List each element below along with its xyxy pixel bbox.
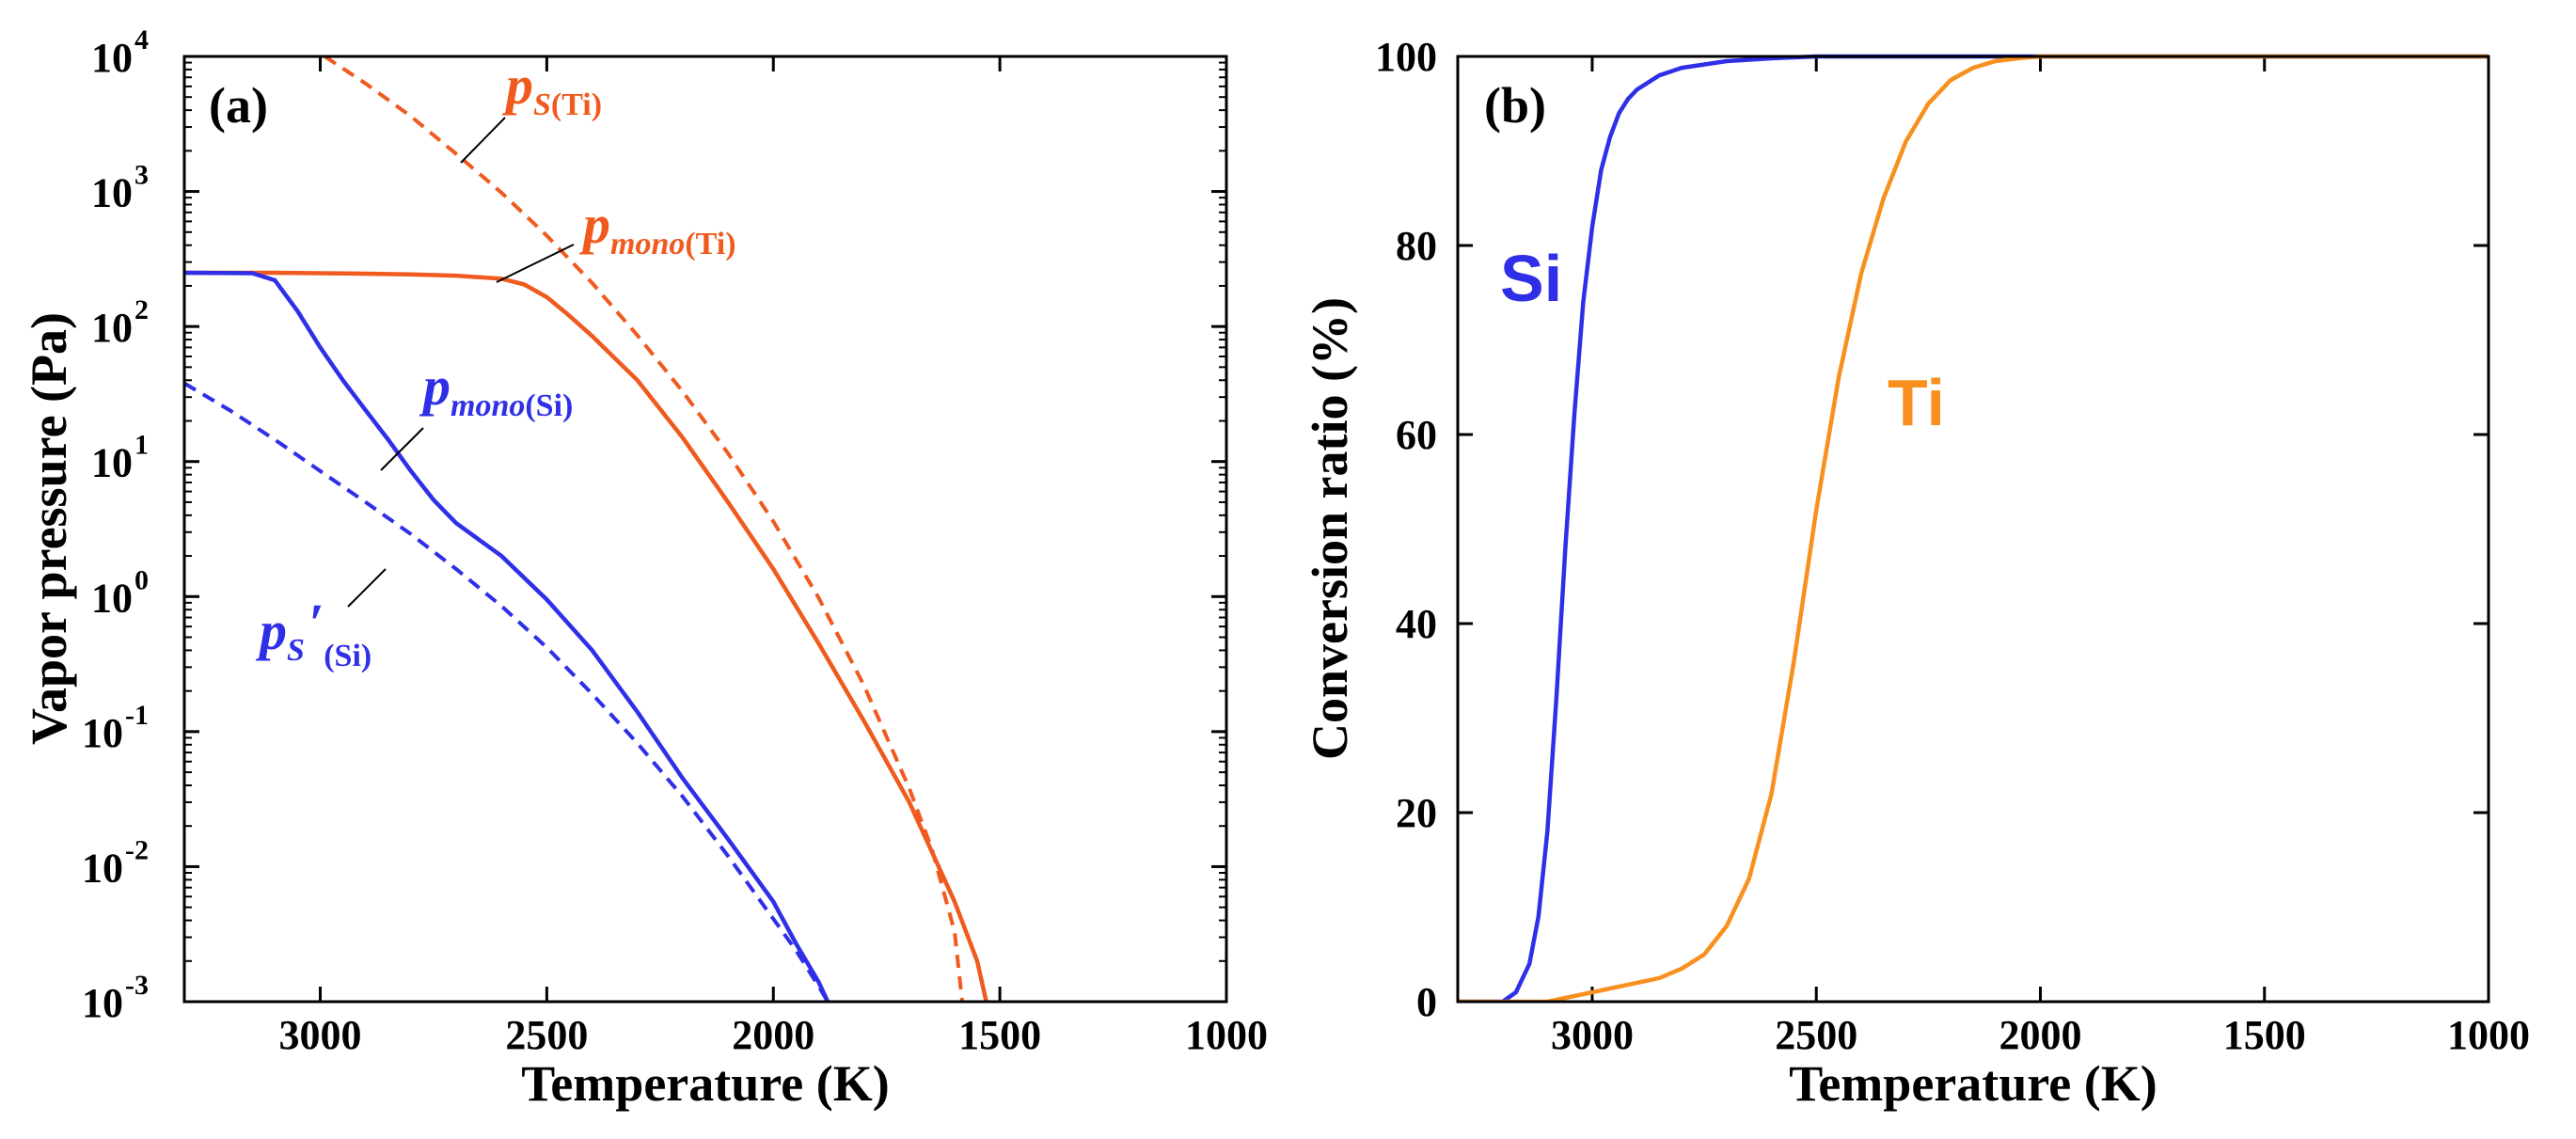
ps-prime-si-leader — [347, 568, 387, 608]
series-si-conversion — [1458, 54, 2489, 1002]
series-psti — [324, 56, 965, 1002]
panel-b-xtick-label: 1500 — [2223, 1012, 2306, 1058]
series-ti-conversion — [1458, 54, 2489, 1002]
ps-ti-leader — [460, 117, 506, 164]
panel-b-ytick-label: 0 — [1416, 979, 1437, 1025]
pmono-ti-annotation: pmono(Ti) — [578, 194, 736, 261]
panel-a-ytick-label: 10-3 — [82, 970, 149, 1026]
panel-a-curves — [184, 56, 988, 1002]
panel-a-ytick-label: 101 — [91, 430, 149, 486]
panel-a-xtick-label: 2500 — [505, 1012, 588, 1058]
panel-b-ytick-label: 60 — [1396, 412, 1437, 458]
panel-b-label: (b) — [1484, 77, 1546, 134]
panel-a-xtick-label: 2000 — [732, 1012, 814, 1058]
panel-a-xtick-label: 1500 — [958, 1012, 1041, 1058]
panel-b-ytick-label: 100 — [1375, 34, 1437, 80]
panel-a-ytick-label: 10-2 — [82, 834, 149, 891]
panel-b-ylabel: Conversion ratio (%) — [1302, 297, 1358, 760]
panel-a-annotations: pS(Ti) pmono(Ti) pmono(Si) pS′(Si) — [255, 55, 736, 673]
pmono-si-annotation: pmono(Si) — [419, 356, 573, 423]
panel-a-frame — [182, 55, 1228, 1004]
ps-prime-si-annotation: pS′(Si) — [255, 593, 371, 673]
ps-ti-annotation: pS(Ti) — [501, 55, 602, 122]
panel-b-conversion-ratio: 3000 2500 2000 1500 1000 0 20 40 60 80 100 (b) Tem… — [1302, 34, 2530, 1112]
panel-b-xtick-label: 2000 — [1999, 1012, 2081, 1058]
panel-b-xtick-label: 2500 — [1775, 1012, 1857, 1058]
series-pmonosi — [184, 270, 830, 1002]
series-label-si: Si — [1500, 242, 1562, 315]
panel-b-xtick-label: 1000 — [2447, 1012, 2530, 1058]
panel-a-ytick-label: 103 — [91, 160, 149, 216]
panel-a-ytick-label: 102 — [91, 294, 149, 351]
panel-b-frame — [1456, 55, 2490, 1004]
pmono-ti-leader — [496, 244, 575, 283]
panel-b-ytick-label: 40 — [1396, 601, 1437, 647]
panel-a-xlabel: Temperature (K) — [521, 1055, 889, 1112]
panel-a-ytick-label: 10-1 — [82, 700, 149, 756]
panel-b-xlabel: Temperature (K) — [1789, 1055, 2157, 1112]
panel-b-xtick-label: 3000 — [1551, 1012, 1634, 1058]
panel-b-ytick-label: 20 — [1396, 790, 1437, 836]
panel-a-ytick-label: 104 — [91, 24, 149, 81]
panel-a-vapor-pressure: 3000 2500 2000 1500 1000 10-3 10-2 10-1 100 101 10… — [21, 24, 1268, 1112]
series-pssi — [184, 381, 830, 1002]
panel-b-series-labels: Si Ti — [1500, 242, 1945, 439]
panel-a-xtick-label: 1000 — [1185, 1012, 1268, 1058]
panel-a-ticks: 3000 2500 2000 1500 1000 10-3 10-2 10-1 100 101 10… — [82, 24, 1268, 1058]
series-label-ti: Ti — [1888, 366, 1945, 439]
panel-b-ticks: 3000 2500 2000 1500 1000 0 20 40 60 80 100 — [1375, 34, 2530, 1058]
pmono-si-leader — [380, 427, 424, 471]
panel-a-ytick-label: 100 — [91, 564, 149, 621]
panel-b-curves — [1458, 54, 2489, 1002]
panel-b-ytick-label: 80 — [1396, 223, 1437, 269]
panel-a-ylabel: Vapor pressure (Pa) — [21, 312, 77, 745]
panel-a-xtick-label: 3000 — [279, 1012, 362, 1058]
series-pmonoti — [184, 270, 988, 1002]
panel-a-label: (a) — [209, 77, 268, 134]
